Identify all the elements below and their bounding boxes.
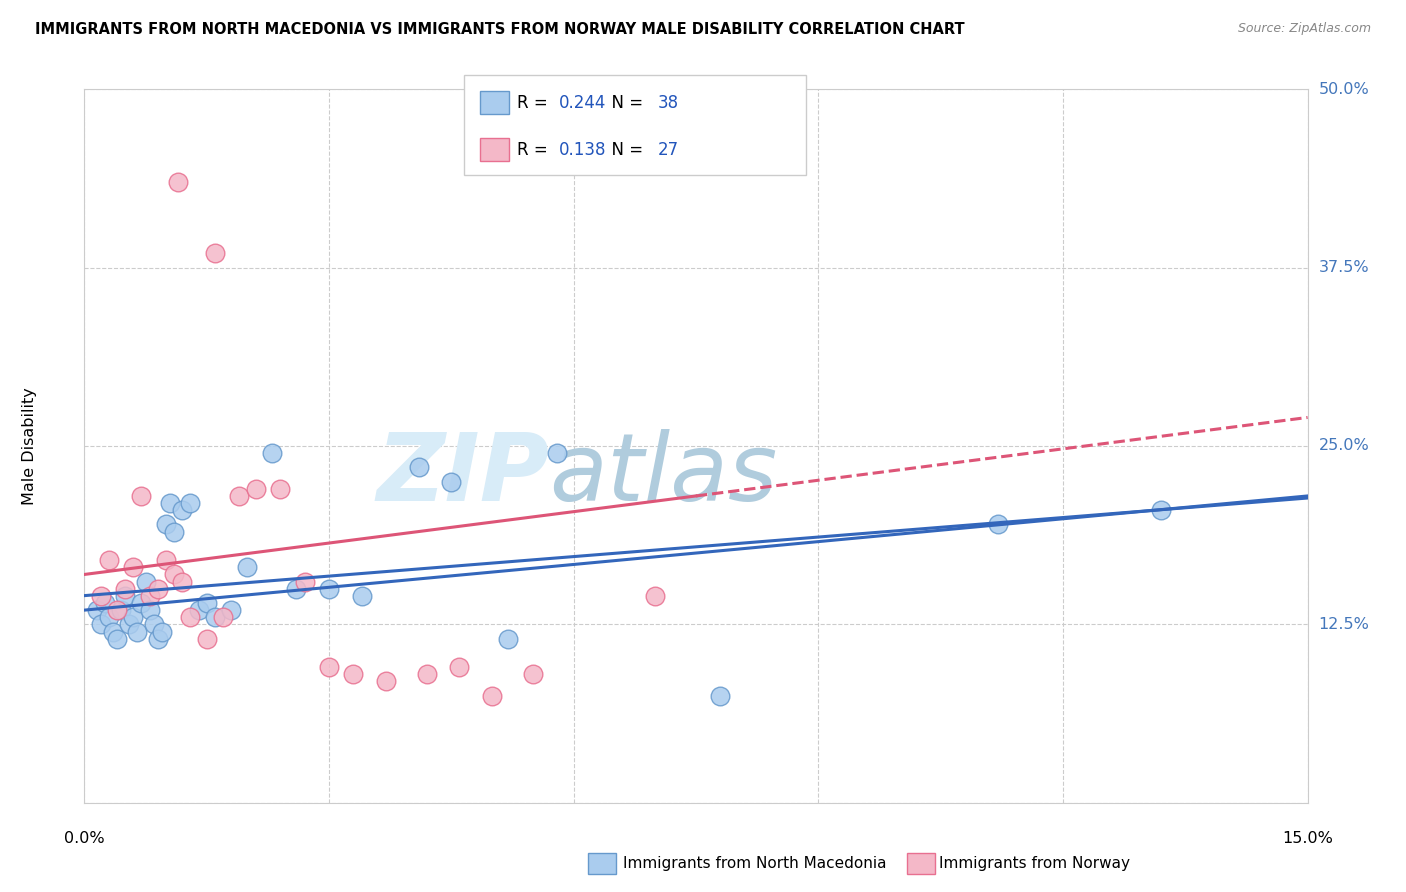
Point [187,603,209,617]
Point [522,667,544,681]
Point [172,503,194,517]
Point [159,496,181,510]
Point [155,517,177,532]
Point [195,632,218,646]
Point [644,589,666,603]
Point [114,589,136,603]
Point [416,667,439,681]
Point [350,589,373,603]
Point [122,560,145,574]
Point [318,660,340,674]
Text: atlas: atlas [550,429,778,520]
Point [127,624,149,639]
Point [709,689,731,703]
Point [101,624,124,639]
Text: N =: N = [602,141,648,159]
Text: Male Disability: Male Disability [22,387,37,505]
Point [204,610,226,624]
Point [449,660,471,674]
Point [110,603,132,617]
Point [179,610,201,624]
Point [1150,503,1173,517]
Point [212,610,235,624]
Point [236,560,259,574]
Point [481,689,503,703]
Point [179,496,201,510]
Point [204,246,226,260]
Text: 12.5%: 12.5% [1319,617,1369,632]
Text: N =: N = [602,94,648,112]
Point [97,553,120,567]
Point [97,610,120,624]
Point [131,596,153,610]
Point [90,617,112,632]
Point [172,574,194,589]
Point [195,596,218,610]
Point [105,632,128,646]
Point [135,574,157,589]
Point [90,589,112,603]
Text: 0.244: 0.244 [560,94,606,112]
Text: Source: ZipAtlas.com: Source: ZipAtlas.com [1237,22,1371,36]
Text: 25.0%: 25.0% [1319,439,1369,453]
Point [408,460,430,475]
Point [118,617,141,632]
Point [167,175,190,189]
Point [142,617,165,632]
Point [138,603,160,617]
Point [155,553,177,567]
Point [294,574,316,589]
Point [342,667,364,681]
Point [440,475,463,489]
Text: ZIP: ZIP [377,428,550,521]
Text: Immigrants from Norway: Immigrants from Norway [939,856,1130,871]
Text: R =: R = [517,94,553,112]
Point [245,482,267,496]
Point [546,446,568,460]
Point [219,603,242,617]
Point [146,632,169,646]
Point [498,632,520,646]
Point [318,582,340,596]
Point [150,624,173,639]
Text: Immigrants from North Macedonia: Immigrants from North Macedonia [623,856,886,871]
Text: 0.138: 0.138 [560,141,606,159]
Point [375,674,398,689]
Point [987,517,1010,532]
Text: 15.0%: 15.0% [1282,830,1333,846]
Point [146,582,169,596]
Point [131,489,153,503]
Point [260,446,283,460]
Text: 38: 38 [658,94,679,112]
Text: R =: R = [517,141,558,159]
Point [228,489,250,503]
Text: 0.0%: 0.0% [65,830,104,846]
Point [114,582,136,596]
Text: 50.0%: 50.0% [1319,82,1369,96]
Point [138,589,160,603]
Text: 37.5%: 37.5% [1319,260,1369,275]
Point [269,482,291,496]
Point [285,582,308,596]
Point [105,603,128,617]
Point [163,567,186,582]
Text: IMMIGRANTS FROM NORTH MACEDONIA VS IMMIGRANTS FROM NORWAY MALE DISABILITY CORREL: IMMIGRANTS FROM NORTH MACEDONIA VS IMMIG… [35,22,965,37]
Point [86,603,108,617]
Point [93,596,115,610]
Text: 27: 27 [658,141,679,159]
Point [163,524,186,539]
Point [122,610,145,624]
